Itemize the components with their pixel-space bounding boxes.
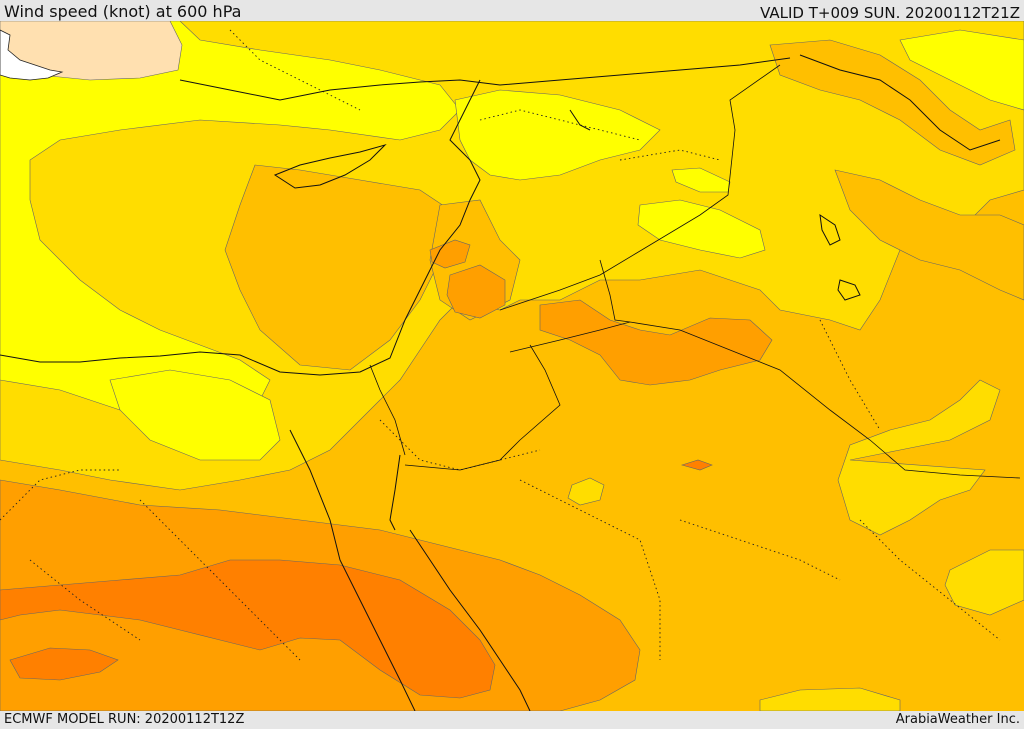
field-dark-orange-small <box>680 459 713 471</box>
field-gold-ksa-east <box>837 379 1001 536</box>
wind-speed-map <box>0 21 1024 711</box>
field-gold-ksa-mid <box>567 477 605 506</box>
field-gold-s <box>759 687 901 711</box>
valid-time: VALID T+009 SUN. 20200112T21Z <box>760 4 1020 22</box>
field-amber-med <box>224 164 451 371</box>
footer-bar: ECMWF MODEL RUN: 20200112T12Z ArabiaWeat… <box>0 711 1024 729</box>
field-dark-orange-west <box>9 647 119 681</box>
field-gold-se <box>944 549 1024 616</box>
field-yellow-iraq <box>637 199 766 259</box>
political-borders <box>369 64 1021 479</box>
credit-label: ArabiaWeather Inc. <box>895 712 1020 727</box>
field-amber-east <box>834 169 1024 301</box>
field-amber-ne <box>769 39 1016 166</box>
field-dark-orange-core <box>0 559 496 699</box>
field-orange-jordan <box>539 299 773 386</box>
field-orange-lebanon <box>429 239 471 269</box>
field-yellow-ne <box>899 29 1024 111</box>
land-unshaded-nw <box>0 29 64 81</box>
field-orange-syria <box>446 264 506 319</box>
header-bar: Wind speed (knot) at 600 hPa VALID T+009… <box>0 0 1024 22</box>
map-canvas <box>0 21 1024 711</box>
field-yellow-sinai <box>109 369 281 461</box>
model-run-label: ECMWF MODEL RUN: 20200112T12Z <box>4 712 245 727</box>
border-lines <box>0 29 1001 661</box>
coastlines <box>0 54 1001 711</box>
map-title: Wind speed (knot) at 600 hPa <box>4 2 242 21</box>
